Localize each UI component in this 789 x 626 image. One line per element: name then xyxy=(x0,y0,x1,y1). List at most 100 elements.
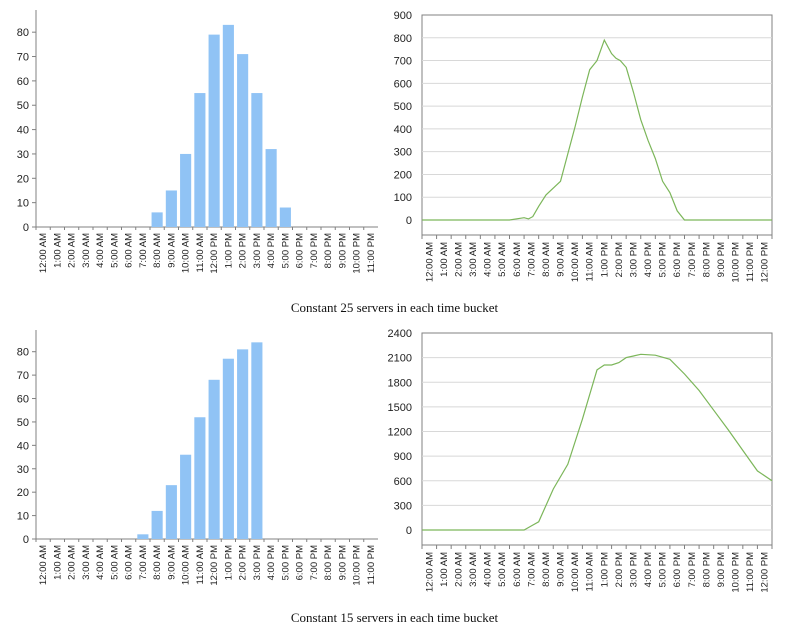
x-tick-label: 8:00 AM xyxy=(541,552,552,587)
x-tick-label: 10:00 PM xyxy=(731,552,742,593)
bar xyxy=(194,93,206,227)
x-tick-label: 8:00 AM xyxy=(152,233,163,268)
x-tick-label: 11:00 PM xyxy=(366,233,377,273)
series-line xyxy=(422,38,772,221)
y-tick-label: 400 xyxy=(394,124,412,136)
x-tick-label: 5:00 AM xyxy=(109,233,120,268)
x-tick-label: 5:00 AM xyxy=(497,552,508,587)
y-tick-label: 10 xyxy=(17,511,29,523)
x-tick-label: 5:00 PM xyxy=(658,552,669,587)
y-tick-label: 0 xyxy=(406,215,412,227)
bar xyxy=(208,379,220,539)
y-tick-label: 0 xyxy=(23,534,29,546)
x-tick-label: 2:00 AM xyxy=(67,545,78,580)
bar xyxy=(151,510,163,539)
x-tick-label: 5:00 AM xyxy=(497,242,508,277)
x-tick-label: 1:00 PM xyxy=(599,242,610,277)
bar xyxy=(222,24,234,227)
x-tick-label: 12:00 AM xyxy=(38,545,49,585)
y-tick-label: 600 xyxy=(394,476,412,488)
y-tick-label: 700 xyxy=(394,56,412,68)
x-tick-label: 4:00 AM xyxy=(483,242,494,277)
x-tick-label: 11:00 PM xyxy=(745,242,756,282)
x-tick-label: 6:00 AM xyxy=(512,552,523,587)
y-tick-label: 60 xyxy=(17,76,29,88)
y-tick-label: 100 xyxy=(394,192,412,204)
x-tick-label: 7:00 AM xyxy=(138,233,149,268)
y-tick-label: 30 xyxy=(17,464,29,476)
line-chart-bottom: 0 300 600 900 1200 1500 1800 2100 2400 12:00 AM 1:… xyxy=(388,328,773,593)
y-tick-label: 2400 xyxy=(388,328,412,340)
x-tick-label: 12:00 PM xyxy=(209,545,220,586)
y-tick-label: 60 xyxy=(17,394,29,406)
plot-frame xyxy=(421,14,773,236)
x-tick-label: 3:00 PM xyxy=(628,242,639,277)
x-tick-label: 10:00 AM xyxy=(181,545,192,585)
x-tick-label: 1:00 PM xyxy=(223,233,234,268)
x-tick-label: 5:00 PM xyxy=(658,242,669,277)
x-tick-label: 4:00 AM xyxy=(95,545,106,580)
x-tick-label: 6:00 PM xyxy=(672,552,683,587)
y-tick-label: 50 xyxy=(17,417,29,429)
y-tick-label: 1800 xyxy=(388,377,412,389)
x-tick-label: 3:00 AM xyxy=(468,242,479,277)
x-tick-label: 9:00 AM xyxy=(556,552,567,587)
y-tick-label: 900 xyxy=(394,10,412,22)
y-tick-label: 800 xyxy=(394,33,412,45)
y-tick-label: 0 xyxy=(23,222,29,234)
bar xyxy=(208,34,220,228)
x-tick-label: 11:00 AM xyxy=(195,545,206,585)
x-tick-label: 8:00 PM xyxy=(701,242,712,277)
x-tick-label: 10:00 AM xyxy=(570,552,581,592)
x-tick-label: 12:00 AM xyxy=(424,242,435,282)
x-tick-label: 7:00 AM xyxy=(526,552,537,587)
y-tick-label: 70 xyxy=(17,52,29,64)
x-tick-label: 12:00 PM xyxy=(760,552,771,593)
x-tick-label: 10:00 PM xyxy=(731,242,742,283)
y-tick-label: 1500 xyxy=(388,402,412,414)
y-tick-label: 200 xyxy=(394,169,412,181)
x-tick-label: 3:00 AM xyxy=(81,233,92,268)
x-tick-label: 4:00 PM xyxy=(266,545,277,580)
x-tick-label: 10:00 PM xyxy=(352,233,363,274)
x-tick-label: 12:00 PM xyxy=(760,242,771,283)
x-tick-label: 4:00 PM xyxy=(266,233,277,268)
caption-bottom: Constant 15 servers in each time bucket xyxy=(290,610,499,625)
x-tick-label: 11:00 AM xyxy=(195,233,206,273)
x-tick-label: 3:00 PM xyxy=(252,545,263,580)
x-tick-label: 2:00 AM xyxy=(67,233,78,268)
x-tick-label: 4:00 AM xyxy=(483,552,494,587)
x-tick-label: 3:00 AM xyxy=(468,552,479,587)
y-tick-label: 80 xyxy=(17,27,29,39)
y-tick-label: 20 xyxy=(17,487,29,499)
x-tick-label: 7:00 PM xyxy=(309,545,320,580)
y-tick-label: 10 xyxy=(17,198,29,210)
x-tick-label: 1:00 AM xyxy=(439,552,450,587)
x-tick-label: 9:00 AM xyxy=(556,242,567,277)
y-tick-label: 20 xyxy=(17,173,29,185)
y-tick-label: 900 xyxy=(394,451,412,463)
bar xyxy=(265,149,277,227)
x-tick-label: 6:00 PM xyxy=(295,233,306,268)
x-tick-label: 5:00 PM xyxy=(280,233,291,268)
x-tick-label: 4:00 PM xyxy=(643,552,654,587)
x-tick-label: 12:00 AM xyxy=(424,552,435,592)
x-tick-label: 6:00 AM xyxy=(124,545,135,580)
y-tick-label: 2100 xyxy=(388,353,412,365)
x-tick-label: 9:00 PM xyxy=(337,545,348,580)
bar xyxy=(237,54,249,227)
x-tick-label: 11:00 AM xyxy=(585,552,596,592)
x-tick-label: 2:00 PM xyxy=(238,545,249,580)
x-tick-label: 8:00 PM xyxy=(323,545,334,580)
x-tick-label: 9:00 PM xyxy=(716,242,727,277)
plot-frame xyxy=(421,332,773,546)
bar xyxy=(137,534,149,539)
y-tick-label: 50 xyxy=(17,100,29,112)
x-tick-label: 9:00 AM xyxy=(166,545,177,580)
x-tick-label: 3:00 AM xyxy=(81,545,92,580)
x-tick-label: 7:00 PM xyxy=(687,242,698,277)
bar xyxy=(222,358,234,539)
y-tick-label: 30 xyxy=(17,149,29,161)
